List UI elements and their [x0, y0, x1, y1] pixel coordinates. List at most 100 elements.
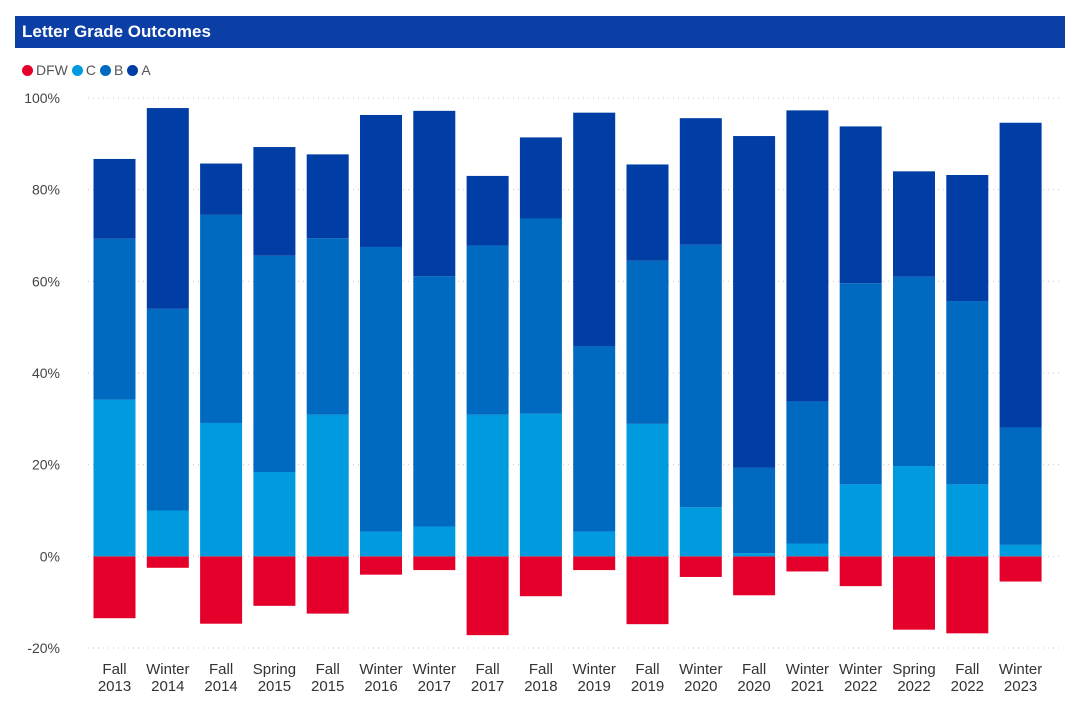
- bar-segment-dfw[interactable]: [893, 556, 935, 630]
- bar-segment-b[interactable]: [679, 244, 722, 508]
- bar-segment-b[interactable]: [253, 255, 296, 472]
- bar-segment-a[interactable]: [253, 147, 296, 256]
- bar-segment-c[interactable]: [360, 531, 402, 557]
- y-tick-label: -20%: [27, 640, 60, 656]
- bar-segment-b[interactable]: [999, 427, 1042, 545]
- bar-segment-b[interactable]: [946, 301, 989, 485]
- bar-segment-dfw[interactable]: [999, 556, 1042, 582]
- bar-segment-b[interactable]: [306, 238, 349, 415]
- x-tick-label: Fall: [316, 661, 340, 678]
- legend-dot-b: [100, 64, 112, 76]
- x-tick-label: 2022: [897, 678, 930, 695]
- bar-segment-c[interactable]: [413, 526, 456, 557]
- bar-segment-a[interactable]: [413, 110, 456, 277]
- bar-segment-a[interactable]: [146, 108, 189, 309]
- bar-segment-dfw[interactable]: [786, 556, 829, 572]
- bar-segment-dfw[interactable]: [733, 556, 776, 596]
- bar-segment-dfw[interactable]: [413, 556, 456, 571]
- legend-dot-dfw: [22, 64, 33, 76]
- bar-segment-b[interactable]: [573, 346, 616, 532]
- bar-segment-c[interactable]: [200, 422, 243, 557]
- bar-segment-dfw[interactable]: [466, 556, 509, 636]
- y-tick-label: 20%: [32, 457, 60, 473]
- chart-title: Letter Grade Outcomes: [22, 22, 211, 41]
- bar-segment-dfw[interactable]: [306, 556, 349, 614]
- bar-segment-c[interactable]: [93, 399, 136, 557]
- bar-segment-dfw[interactable]: [360, 556, 402, 575]
- bar-segment-c[interactable]: [626, 423, 669, 557]
- bar-segment-b[interactable]: [360, 246, 402, 532]
- bar-segment-dfw[interactable]: [946, 556, 989, 634]
- bar-segment-a[interactable]: [519, 137, 562, 219]
- bar-segment-c[interactable]: [679, 507, 722, 557]
- bar-segment-dfw[interactable]: [679, 556, 722, 577]
- bar-segment-a[interactable]: [93, 158, 136, 239]
- bar-segment-a[interactable]: [946, 175, 989, 302]
- bar-segment-dfw[interactable]: [253, 556, 296, 606]
- bar-segment-c[interactable]: [466, 414, 509, 557]
- chart-title-bar: Letter Grade Outcomes: [15, 16, 1065, 48]
- bar-segment-dfw[interactable]: [573, 556, 616, 571]
- x-tick-label: Winter: [146, 661, 189, 678]
- x-tick-label: 2022: [951, 678, 984, 695]
- bar-segment-a[interactable]: [360, 114, 402, 247]
- x-tick-label: Fall: [102, 661, 126, 678]
- bar-segment-dfw[interactable]: [146, 556, 189, 568]
- x-tick-label: 2022: [844, 678, 877, 695]
- bar-segment-c[interactable]: [573, 531, 616, 557]
- bar-segment-b[interactable]: [839, 283, 882, 485]
- y-tick-label: 80%: [32, 182, 60, 198]
- bar-segment-a[interactable]: [626, 164, 669, 261]
- bar-segment-b[interactable]: [519, 218, 562, 414]
- bar-segment-a[interactable]: [786, 110, 829, 402]
- bar-segment-a[interactable]: [573, 112, 616, 347]
- bar-segment-a[interactable]: [306, 154, 349, 239]
- bar-segment-c[interactable]: [893, 466, 935, 557]
- legend-dot-c: [71, 64, 83, 76]
- bar-segment-c[interactable]: [999, 544, 1042, 557]
- bar-segment-a[interactable]: [200, 163, 243, 215]
- bar-segment-a[interactable]: [466, 175, 509, 246]
- bar-segment-dfw[interactable]: [626, 556, 669, 625]
- bar-segment-b[interactable]: [413, 276, 456, 527]
- bar-segment-b[interactable]: [626, 260, 669, 424]
- bar-segment-a[interactable]: [999, 122, 1042, 428]
- bar-segment-c[interactable]: [946, 484, 989, 557]
- bar-segment-b[interactable]: [733, 467, 776, 554]
- legend-item-dfw[interactable]: DFW: [22, 62, 68, 78]
- legend-item-a[interactable]: A: [127, 62, 151, 78]
- x-tick-label: 2013: [98, 678, 131, 695]
- bar-segment-c[interactable]: [733, 553, 776, 557]
- legend-label-a: A: [141, 62, 151, 78]
- bar-segment-b[interactable]: [146, 308, 189, 511]
- bar-segment-c[interactable]: [519, 413, 562, 557]
- bar-segment-a[interactable]: [839, 126, 882, 284]
- bar-segment-dfw[interactable]: [200, 556, 243, 624]
- x-tick-label: 2023: [1004, 678, 1037, 695]
- bar-segment-b[interactable]: [93, 238, 136, 400]
- bar-segment-c[interactable]: [306, 414, 349, 557]
- bar-segment-b[interactable]: [466, 245, 509, 415]
- bar-segment-dfw[interactable]: [93, 556, 136, 619]
- x-tick-label: 2014: [204, 678, 237, 695]
- bar-segment-c[interactable]: [839, 484, 882, 557]
- bar-segment-c[interactable]: [786, 543, 829, 557]
- bar-segment-a[interactable]: [733, 136, 776, 468]
- bar-segment-a[interactable]: [893, 171, 935, 277]
- bar-segment-c[interactable]: [253, 472, 296, 557]
- x-tick-label: Winter: [786, 661, 829, 678]
- bar-segment-b[interactable]: [200, 214, 243, 423]
- x-tick-label: 2020: [684, 678, 717, 695]
- legend-item-c[interactable]: C: [71, 62, 96, 78]
- bar-segment-a[interactable]: [679, 118, 722, 245]
- bar-segment-c[interactable]: [146, 510, 189, 557]
- legend-item-b[interactable]: B: [100, 62, 123, 78]
- bar-segment-b[interactable]: [893, 276, 935, 467]
- x-tick-label: 2020: [737, 678, 770, 695]
- bar-segment-dfw[interactable]: [839, 556, 882, 587]
- x-tick-label: Spring: [253, 661, 296, 678]
- bar-segment-b[interactable]: [786, 401, 829, 544]
- legend: DFW C B A: [22, 62, 155, 78]
- bar-segment-dfw[interactable]: [519, 556, 562, 597]
